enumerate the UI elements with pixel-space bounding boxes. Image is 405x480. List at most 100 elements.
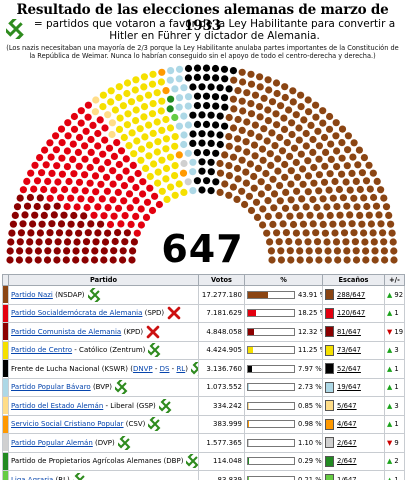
seats-value[interactable]: 5/647 bbox=[337, 401, 357, 410]
seats-value[interactable]: 2/647 bbox=[337, 457, 357, 466]
seat-dot bbox=[320, 178, 329, 186]
seat-dot bbox=[46, 194, 54, 202]
seat-dot bbox=[166, 153, 175, 161]
party-link[interactable]: Partido de Centro bbox=[11, 346, 73, 355]
party-link[interactable]: Partido del Estado Alemán bbox=[11, 401, 104, 410]
party-link[interactable]: Partido Popular Alemán bbox=[11, 438, 93, 447]
party-link[interactable]: DNVP bbox=[132, 364, 153, 373]
table-row: Partido de Propietarios Agrícolas Aleman… bbox=[2, 451, 405, 471]
seat-dot bbox=[141, 133, 149, 141]
seat-dot bbox=[75, 229, 83, 237]
seat-dot bbox=[114, 204, 123, 212]
party-link[interactable]: Partido Nazi bbox=[11, 290, 53, 299]
seat-dot bbox=[171, 113, 179, 122]
seat-dot bbox=[26, 238, 34, 246]
party-link[interactable]: Partido Popular Bávaro bbox=[11, 383, 91, 392]
seat-dot bbox=[365, 161, 373, 169]
seat-dot bbox=[15, 256, 23, 264]
seat-dot bbox=[241, 200, 249, 209]
seat-dot bbox=[268, 98, 277, 106]
seat-dot bbox=[61, 185, 69, 194]
seat-dot bbox=[21, 211, 29, 219]
seat-dot bbox=[36, 154, 44, 162]
header-party[interactable]: Partido bbox=[8, 274, 199, 286]
seat-dot bbox=[109, 180, 117, 188]
seats-value[interactable]: 2/647 bbox=[337, 438, 357, 447]
header-pct[interactable]: % bbox=[244, 274, 323, 286]
seats-cell: 19/647 bbox=[322, 377, 385, 397]
party-name-text: Frente de Lucha Nacional (KSWR) ( bbox=[11, 364, 133, 373]
seats-value[interactable]: 4/647 bbox=[337, 420, 357, 429]
seats-value[interactable]: 1/647 bbox=[337, 475, 357, 480]
party-link[interactable]: Liga Agraria bbox=[11, 475, 54, 480]
seat-dot bbox=[153, 148, 161, 156]
seat-dot bbox=[264, 197, 272, 205]
party-link[interactable]: Servicio Social Cristiano Popular bbox=[11, 420, 124, 429]
seat-dot bbox=[309, 195, 317, 204]
seat-dot bbox=[267, 161, 275, 169]
seat-dot bbox=[130, 238, 138, 246]
header-seats[interactable]: Escaños bbox=[322, 274, 385, 286]
seats-value[interactable]: 19/647 bbox=[337, 383, 361, 392]
seats-value[interactable]: 288/647 bbox=[337, 290, 366, 299]
seat-dot bbox=[387, 220, 395, 228]
seat-dot bbox=[179, 169, 188, 177]
seat-dot bbox=[40, 185, 48, 194]
seats-value[interactable]: 52/647 bbox=[337, 364, 361, 373]
seat-dot bbox=[77, 220, 85, 228]
header-votes[interactable]: Votos bbox=[198, 274, 245, 286]
seat-dot bbox=[335, 185, 343, 194]
seat-dot bbox=[350, 229, 358, 237]
seat-dot bbox=[380, 194, 388, 202]
seat-dot bbox=[140, 73, 148, 81]
seat-dot bbox=[338, 170, 346, 178]
seat-dot bbox=[106, 220, 115, 229]
pct-bar-fill bbox=[248, 328, 254, 335]
seat-dot bbox=[221, 122, 229, 130]
seat-dot bbox=[116, 114, 124, 122]
change-cell: ▲ 2 bbox=[384, 451, 405, 471]
no-vote-icon bbox=[146, 325, 160, 339]
seat-dot bbox=[140, 103, 149, 111]
seat-dot bbox=[207, 111, 215, 119]
party-link[interactable]: RL bbox=[176, 364, 186, 373]
seat-dot bbox=[65, 177, 73, 186]
seat-dot bbox=[281, 160, 289, 169]
seat-dot bbox=[332, 238, 341, 246]
seat-dot bbox=[258, 145, 267, 153]
seats-value[interactable]: 81/647 bbox=[337, 327, 361, 336]
seat-dot bbox=[25, 247, 33, 255]
seat-dot bbox=[334, 256, 342, 264]
seat-dot bbox=[63, 203, 71, 211]
party-link[interactable]: Partido Socialdemócrata de Alemania bbox=[11, 309, 143, 318]
seat-dot bbox=[247, 206, 256, 215]
party-link[interactable]: DS bbox=[159, 364, 170, 373]
seat-dot bbox=[23, 202, 32, 210]
change-value: 92 bbox=[392, 290, 404, 299]
seat-dot bbox=[75, 162, 83, 170]
seat-dot bbox=[362, 256, 370, 264]
seat-dot bbox=[333, 147, 341, 155]
seat-dot bbox=[81, 187, 89, 195]
seat-dot bbox=[162, 145, 170, 153]
header-change[interactable]: +/- bbox=[384, 274, 405, 286]
seat-dot bbox=[157, 78, 165, 86]
seat-dot bbox=[94, 203, 102, 211]
seat-dot bbox=[121, 238, 129, 246]
party-link[interactable]: Partido Comunista de Alemania bbox=[11, 327, 122, 336]
seat-dot bbox=[380, 238, 388, 246]
seat-dot bbox=[89, 121, 97, 129]
seat-dot bbox=[390, 247, 398, 255]
seat-dot bbox=[154, 168, 162, 176]
seat-dot bbox=[75, 133, 84, 142]
seat-dot bbox=[272, 79, 281, 87]
seat-dot bbox=[336, 211, 344, 219]
seats-value[interactable]: 120/647 bbox=[337, 309, 366, 318]
seat-dot bbox=[315, 155, 323, 163]
pct-bar-fill bbox=[248, 310, 257, 317]
seat-dot bbox=[277, 102, 285, 110]
seat-dot bbox=[167, 67, 175, 75]
seats-value[interactable]: 73/647 bbox=[337, 346, 361, 355]
seat-dot bbox=[167, 95, 175, 103]
seat-dot bbox=[189, 168, 197, 176]
